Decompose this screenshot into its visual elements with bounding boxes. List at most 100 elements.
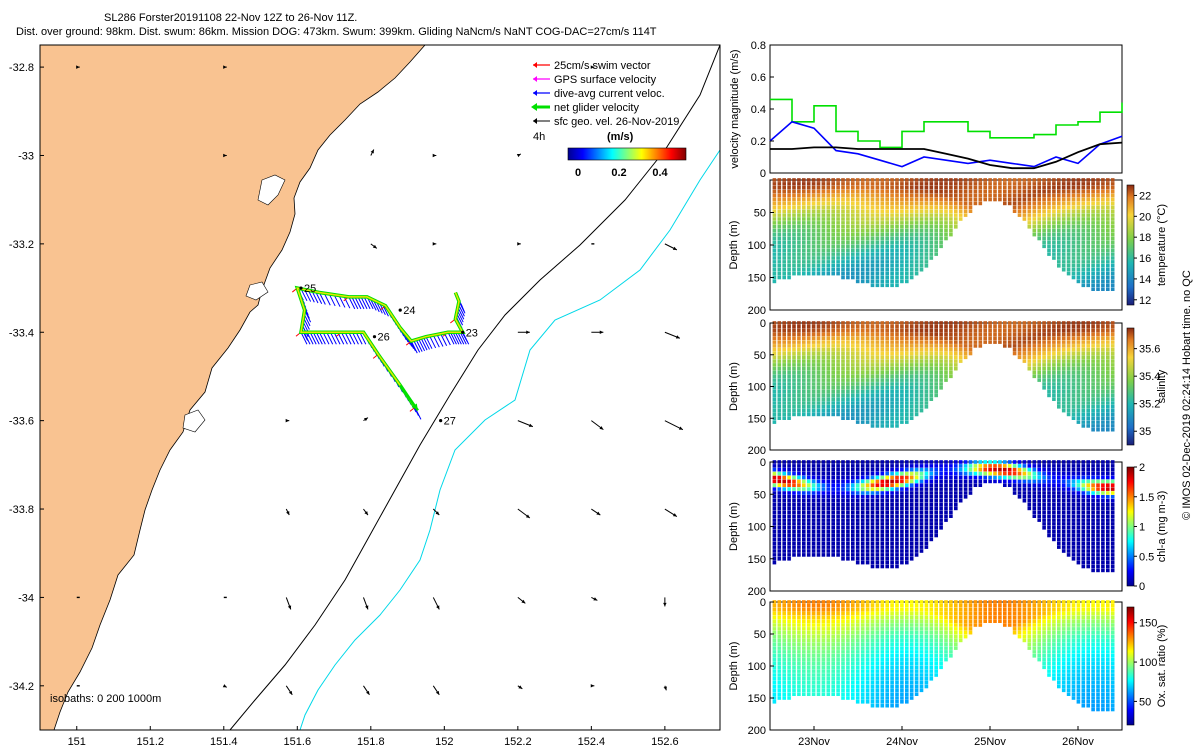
speed-colorbar: [567, 147, 687, 161]
section-ytick-label: 150: [748, 273, 766, 285]
oxygen-section-panel: 0 50 100 150 200 Depth (m) 150 100 50 Ox. sat. ra…: [728, 597, 1168, 737]
dac-vector: [351, 296, 359, 310]
colorbar-tick-label: 50: [1139, 696, 1151, 708]
colorbar-tick-0: 0: [575, 167, 581, 179]
section-colorbar: [1126, 466, 1135, 587]
geo-vector: [664, 420, 684, 431]
geo-vector: [223, 65, 227, 69]
dac-vector: [413, 340, 421, 353]
dac-vector: [452, 332, 460, 345]
velocity-panel: 0 0.2 0.4 0.6 0.8 velocity magnitude (m/s): [729, 40, 1123, 180]
dac-vector: [309, 332, 317, 345]
map-ytick-label: -33.2: [9, 239, 34, 251]
velocity-line: [770, 141, 1123, 170]
legend-label-gps: GPS surface velocity: [554, 74, 657, 86]
section-ytick-label: 200: [748, 445, 766, 457]
dac-vector: [318, 332, 326, 345]
colorbar-tick-label: 1.5: [1139, 492, 1154, 504]
map-title-line2: Dist. over ground: 98km. Dist. swum: 86k…: [16, 26, 657, 38]
geo-vector: [517, 420, 534, 428]
geo-vector: [664, 243, 678, 251]
dac-vector: [429, 335, 437, 349]
imos-credit: © IMOS 02-Dec-2019 02:24:14 Hobart time.…: [1181, 270, 1193, 520]
velocity-ytick-label: 0: [760, 168, 766, 180]
section-ylabel: Depth (m): [728, 362, 740, 411]
glider-map: 25 24 23 26 27 151 151.2 151.4 151.6 151.8 152 152…: [9, 44, 721, 748]
section-ylabel: Depth (m): [728, 221, 740, 270]
dac-vector: [311, 290, 319, 304]
geo-vector: [222, 684, 228, 688]
colorbar-tick-02: 0.2: [611, 167, 626, 179]
temperature-section-panel: 50 100 150 200 Depth (m) 22 20 18 16 14 12 temperat…: [728, 178, 1168, 317]
dac-vector: [351, 332, 359, 345]
map-xtick-label: 152.2: [504, 736, 532, 748]
dac-vector: [348, 332, 356, 345]
velocity-ytick-label: 0.8: [751, 40, 766, 52]
map-xtick-label: 152.6: [651, 736, 679, 748]
colorbar-tick-label: 1: [1139, 522, 1145, 534]
colorbar-tick-label: 150: [1139, 618, 1157, 630]
net-velocity-arrow: [399, 384, 419, 412]
day-marker: [398, 308, 402, 312]
section-ytick-label: 200: [748, 725, 766, 737]
section-ytick-label: 0: [760, 457, 766, 469]
dac-vector: [410, 340, 418, 354]
section-ytick-label: 150: [748, 554, 766, 566]
dac-vector: [450, 332, 457, 345]
map-ytick-label: -33.6: [9, 416, 34, 428]
geo-vector: [363, 685, 370, 696]
isobath-1000m: [299, 149, 720, 730]
map-xtick-label: 151.8: [357, 736, 385, 748]
geo-vector: [370, 149, 375, 156]
colorbar-tick-label: 18: [1139, 232, 1151, 244]
dac-vector: [306, 332, 314, 345]
land: [40, 45, 426, 730]
day-marker: [372, 335, 377, 339]
geo-vector: [663, 685, 667, 691]
map-xtick-label: 151.6: [284, 736, 312, 748]
dac-vector: [436, 334, 444, 347]
section-ytick-label: 50: [754, 489, 766, 501]
dac-vector: [343, 295, 351, 309]
map-x-axis: 151 151.2 151.4 151.6 151.8 152 152.2 152.4 152.…: [68, 726, 679, 748]
colorbar-tick-label: 35.2: [1139, 399, 1160, 411]
geo-vector: [285, 418, 290, 423]
geo-vector: [590, 65, 595, 69]
legend-item-dac: dive-avg current veloc.: [533, 88, 665, 100]
legend-label-dac: dive-avg current veloc.: [554, 88, 665, 100]
section-yaxis: 0 50 100 150 200: [748, 318, 774, 457]
legend-item-geo: sfc geo. vel. 26-Nov-2019: [533, 116, 679, 128]
section-colorbar-label: salinity: [1156, 369, 1168, 403]
dac-vector: [360, 296, 368, 310]
map-ytick-label: -33: [18, 150, 34, 162]
map-xtick-label: 152: [435, 736, 453, 748]
dac-vector: [457, 332, 465, 345]
map-ytick-label: -33.8: [9, 504, 34, 516]
section-ytick-label: 100: [748, 382, 766, 394]
map-frame: [39, 44, 721, 731]
dac-vector: [418, 338, 426, 352]
dac-vector: [447, 332, 455, 345]
velocity-ytick-label: 0.4: [751, 104, 766, 116]
dac-vector: [348, 296, 356, 310]
section-yaxis: 0 50 100 150 200: [748, 597, 774, 737]
day-label: 27: [444, 416, 456, 428]
dac-vector: [333, 332, 341, 345]
section-ytick-label: 200: [748, 305, 766, 317]
dac-vector: [355, 332, 363, 345]
colorbar-tick-label: 2: [1139, 462, 1145, 474]
isobaths-label: isobaths: 0 200 1000m: [50, 693, 161, 705]
geo-vector: [591, 508, 601, 516]
section-ylabel: Depth (m): [728, 502, 740, 551]
legend-item-net: net glider velocity: [531, 102, 639, 114]
profile-dots: [772, 321, 1115, 432]
geo-vector: [664, 508, 678, 517]
geo-vector: [285, 597, 292, 610]
map-ytick-label: -34: [18, 592, 34, 604]
dac-vector: [423, 337, 430, 350]
velocity-line: [770, 98, 1123, 149]
map-ytick-label: -32.8: [9, 62, 34, 74]
map-xtick-label: 151: [68, 736, 86, 748]
colorbar-tick-label: 14: [1139, 274, 1151, 286]
dac-vector: [415, 339, 423, 352]
